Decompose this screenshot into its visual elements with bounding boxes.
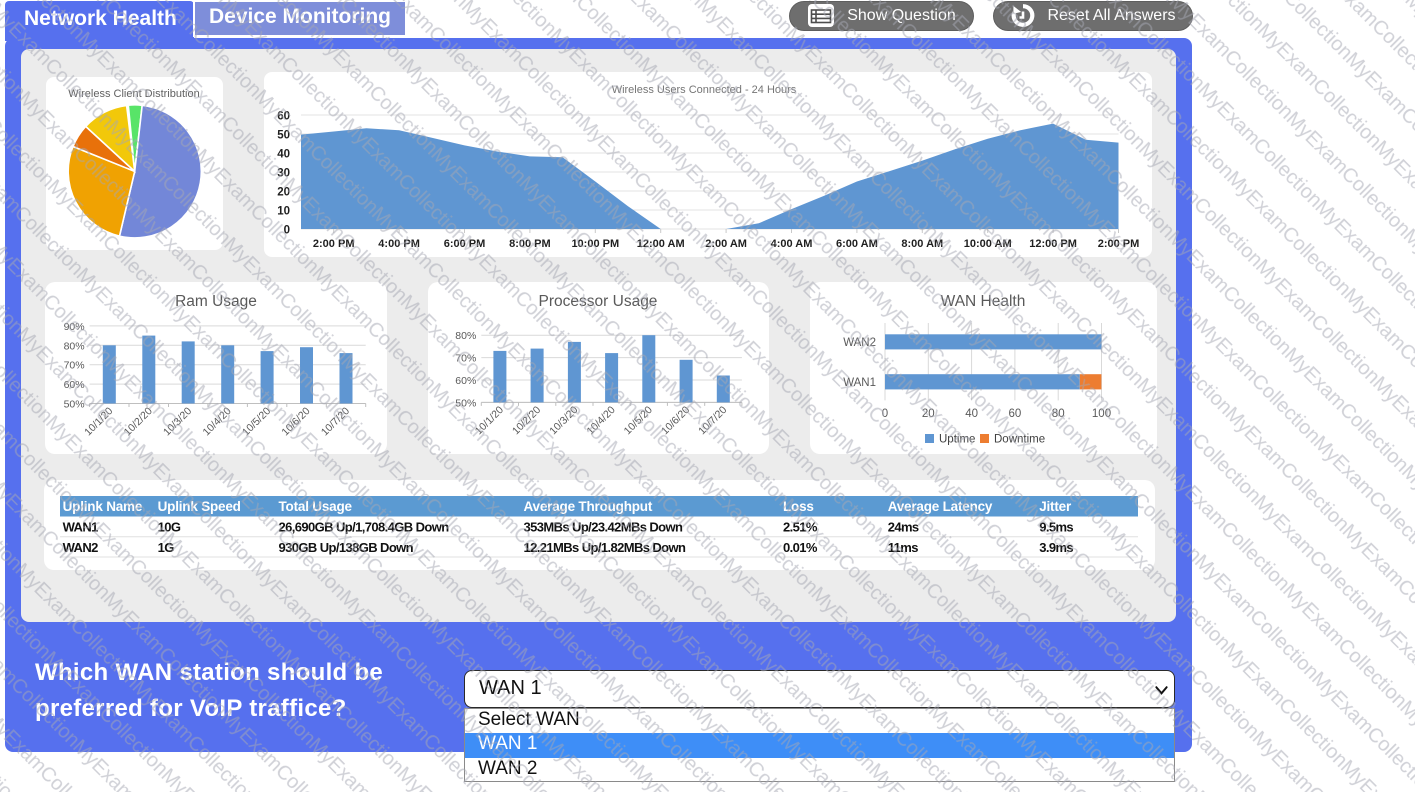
svg-text:Total Usage: Total Usage — [279, 499, 353, 514]
svg-text:Average Latency: Average Latency — [888, 499, 993, 514]
svg-text:Average Throughput: Average Throughput — [524, 499, 653, 514]
svg-text:1G: 1G — [158, 540, 175, 555]
svg-text:3.9ms: 3.9ms — [1039, 540, 1073, 555]
svg-text:930GB Up/138GB Down: 930GB Up/138GB Down — [279, 540, 414, 555]
svg-text:Loss: Loss — [783, 499, 814, 514]
svg-text:9.5ms: 9.5ms — [1039, 520, 1073, 535]
svg-text:353MBs Up/23.42MBs Down: 353MBs Up/23.42MBs Down — [524, 520, 684, 535]
svg-text:Uplink Name: Uplink Name — [63, 499, 143, 514]
svg-text:2.51%: 2.51% — [783, 520, 818, 535]
svg-text:24ms: 24ms — [888, 520, 919, 535]
svg-text:10G: 10G — [158, 520, 181, 535]
svg-text:0.01%: 0.01% — [783, 540, 818, 555]
svg-text:12.21MBs Up/1.82MBs Down: 12.21MBs Up/1.82MBs Down — [524, 540, 687, 555]
svg-text:Uplink Speed: Uplink Speed — [158, 499, 241, 514]
svg-text:Jitter: Jitter — [1039, 499, 1072, 514]
svg-text:11ms: 11ms — [888, 540, 919, 555]
svg-text:WAN2: WAN2 — [63, 540, 99, 555]
svg-text:26,690GB Up/1,708.4GB Down: 26,690GB Up/1,708.4GB Down — [279, 520, 450, 535]
svg-text:WAN1: WAN1 — [63, 520, 99, 535]
